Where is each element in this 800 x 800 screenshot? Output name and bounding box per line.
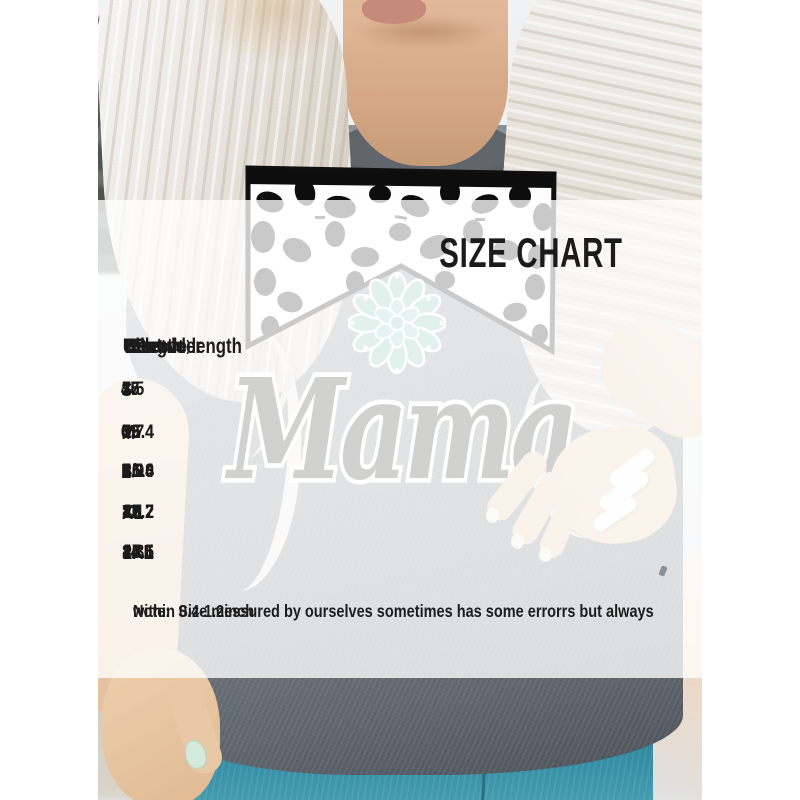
size-chart-title-text: SIZE CHART bbox=[439, 229, 623, 276]
table-row-m: M 6 15.4 39 26.4 7.7 bbox=[120, 422, 155, 444]
size-chart-title: SIZE CHART bbox=[0, 229, 800, 277]
table-header-row: Size (inch) US Shoulder Bust Length Sleev… bbox=[122, 335, 242, 358]
note-line-2: within 0.4-1.2inch bbox=[133, 601, 255, 621]
note-line-1: Note: Size messured by ourselves sometim… bbox=[133, 601, 654, 621]
neck-and-chin bbox=[343, 0, 508, 166]
table-row-2xl: 2XL 14 16.5 46.1 27.6 8.3 bbox=[121, 542, 155, 564]
table-row-xl: XL 12 16.2 43.7 27.2 8.1 bbox=[121, 502, 155, 524]
table-row-s: S 4 15 37 26 7.5 bbox=[120, 379, 145, 401]
table-row-l: L 8/10 15.8 41.4 26.8 7.9 bbox=[120, 461, 155, 483]
small-artifact-mark bbox=[658, 565, 668, 577]
white-translucent-overlay bbox=[0, 200, 800, 678]
lips bbox=[362, 0, 426, 24]
